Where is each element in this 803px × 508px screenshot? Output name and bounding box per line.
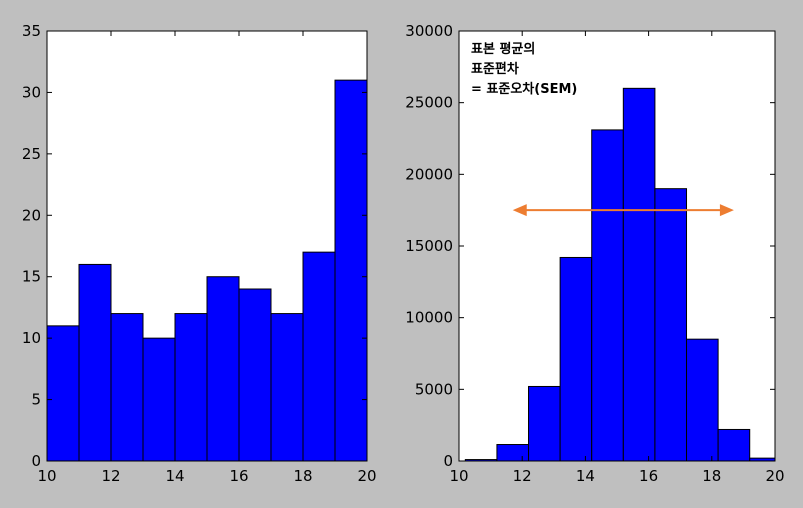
y-tick-label: 20000 <box>405 165 453 183</box>
histogram-bar <box>238 288 272 462</box>
y-tick-label: 0 <box>31 452 41 470</box>
x-tick-label: 10 <box>37 467 56 485</box>
x-tick-label: 18 <box>293 467 312 485</box>
y-tick-label: 35 <box>22 22 41 40</box>
x-tick-label: 18 <box>702 467 721 485</box>
histogram-bar <box>302 251 336 462</box>
histogram-bar <box>496 444 530 462</box>
right-histogram: 0 5000 10000 15000 20000 25000 30000 10 12 14 16 18… <box>405 22 784 485</box>
x-tick-label: 10 <box>449 467 468 485</box>
histogram-bar <box>206 276 240 462</box>
histogram-bar <box>46 325 80 462</box>
annotation-text: = 표준오차(SEM) <box>471 81 577 97</box>
histogram-bar <box>622 87 656 462</box>
y-tick-label: 25000 <box>405 94 453 112</box>
annotation-text: 표본 평균의 <box>471 41 535 57</box>
histogram-bar <box>270 313 304 462</box>
y-tick-label: 30000 <box>405 22 453 40</box>
x-tick-label: 16 <box>229 467 248 485</box>
y-tick-label: 10 <box>22 329 41 347</box>
arrow-head-left <box>512 204 527 217</box>
histogram-bar <box>591 129 624 462</box>
x-tick-label: 12 <box>101 467 120 485</box>
histogram-bar <box>142 337 176 462</box>
histogram-bar <box>174 313 208 462</box>
y-tick-label: 30 <box>22 83 41 101</box>
y-tick-label: 5 <box>31 391 41 409</box>
histogram-bar <box>528 385 561 462</box>
y-tick-label: 0 <box>443 452 453 470</box>
x-tick-label: 20 <box>765 467 784 485</box>
y-tick-label: 20 <box>22 206 41 224</box>
x-tick-label: 20 <box>357 467 376 485</box>
axes-frame <box>46 30 368 462</box>
histogram-bar <box>334 79 368 462</box>
x-tick-label: 16 <box>639 467 658 485</box>
x-tick-label: 14 <box>165 467 184 485</box>
histogram-bar <box>78 263 112 462</box>
x-tick-label: 12 <box>513 467 532 485</box>
histogram-bar <box>686 338 719 462</box>
arrow-head-right <box>719 204 734 217</box>
y-tick-label: 5000 <box>415 380 453 398</box>
y-tick-label: 10000 <box>405 309 453 327</box>
y-tick-label: 25 <box>22 145 41 163</box>
x-tick-label: 14 <box>576 467 595 485</box>
y-tick-label: 15000 <box>405 237 453 255</box>
y-tick-label: 15 <box>22 268 41 286</box>
histogram-bar <box>559 256 593 462</box>
histogram-bar <box>110 313 144 462</box>
annotation-text: 표준편차 <box>471 61 519 77</box>
histogram-bar <box>717 428 751 462</box>
histogram-bar <box>654 188 688 462</box>
left-histogram: 0 5 10 15 20 25 30 35 10 12 14 16 18 20 <box>22 22 377 485</box>
